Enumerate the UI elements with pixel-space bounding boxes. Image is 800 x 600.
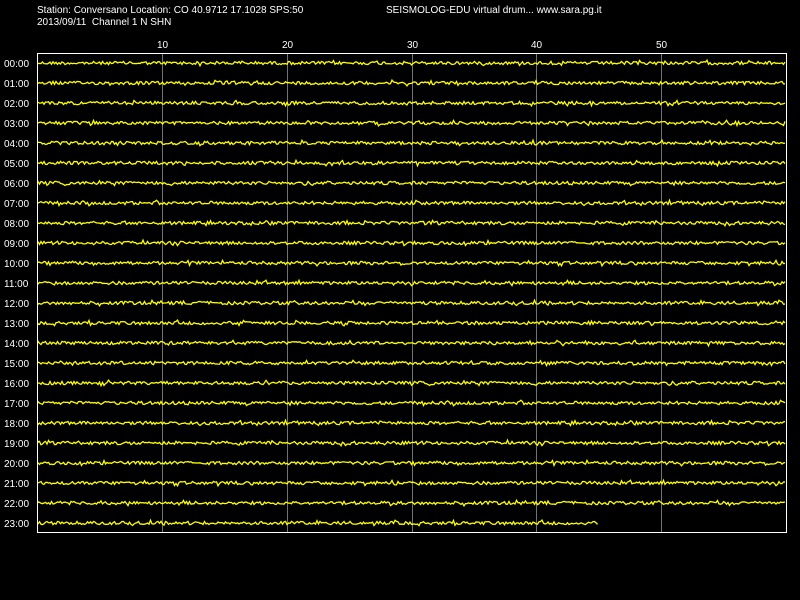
station-info: Station: Conversano Location: CO 40.9712… [37, 5, 304, 16]
row-time-label: 00:00 [4, 59, 29, 70]
seismic-trace [37, 99, 786, 108]
seismic-trace [37, 379, 786, 388]
row-time-label: 04:00 [4, 139, 29, 150]
seismic-trace [37, 258, 786, 268]
date-channel-info: 2013/09/11 Channel 1 N SHN [37, 17, 172, 28]
row-time-label: 16:00 [4, 379, 29, 390]
seismic-trace [37, 198, 786, 208]
row-time-label: 14:00 [4, 339, 29, 350]
seismic-trace [37, 458, 786, 468]
app-title: SEISMOLOG-EDU virtual drum... www.sara.p… [386, 5, 602, 16]
row-time-label: 02:00 [4, 99, 29, 110]
seismic-trace [37, 438, 786, 447]
seismic-trace [37, 78, 786, 87]
x-tick-label: 20 [282, 40, 294, 51]
seismic-trace [37, 138, 786, 147]
seismic-trace [37, 298, 786, 308]
seismic-trace [37, 399, 786, 408]
row-time-label: 22:00 [4, 499, 29, 510]
row-time-label: 20:00 [4, 459, 29, 470]
row-time-label: 13:00 [4, 319, 29, 330]
x-tick-label: 40 [531, 40, 543, 51]
seismic-trace [37, 118, 786, 128]
row-time-label: 06:00 [4, 179, 29, 190]
grid-layer [162, 53, 662, 532]
seismic-trace [37, 179, 786, 187]
label-layer: 10 20 30 40 50 00:00 01:00 02:00 03:00 04:00 05:00… [4, 40, 667, 530]
row-time-label: 09:00 [4, 239, 29, 250]
trace-layer [37, 58, 786, 527]
seismic-trace [37, 318, 786, 327]
row-time-label: 10:00 [4, 259, 29, 270]
row-time-label: 23:00 [4, 519, 29, 530]
row-time-label: 12:00 [4, 299, 29, 310]
seismic-trace [37, 478, 786, 488]
row-time-label: 05:00 [4, 159, 29, 170]
row-time-label: 07:00 [4, 199, 29, 210]
seismic-trace [37, 58, 786, 68]
x-tick-label: 10 [157, 40, 169, 51]
row-time-label: 11:00 [4, 279, 29, 290]
seismic-trace [37, 238, 786, 247]
plot-frame [37, 53, 787, 533]
x-tick-label: 30 [407, 40, 419, 51]
seismic-trace [37, 339, 786, 348]
row-time-label: 17:00 [4, 399, 29, 410]
seismic-trace [37, 158, 786, 168]
row-time-label: 21:00 [4, 479, 29, 490]
row-time-label: 08:00 [4, 219, 29, 230]
row-time-label: 19:00 [4, 439, 29, 450]
seismic-trace [37, 359, 786, 368]
x-tick-label: 50 [656, 40, 668, 51]
row-time-label: 18:00 [4, 419, 29, 430]
seismic-trace [37, 219, 786, 227]
seismic-trace [37, 518, 598, 527]
seismic-trace [37, 418, 786, 427]
seismic-trace [37, 278, 786, 287]
seismic-trace [37, 498, 786, 508]
row-time-label: 03:00 [4, 119, 29, 130]
row-time-label: 01:00 [4, 79, 29, 90]
row-time-label: 15:00 [4, 359, 29, 370]
